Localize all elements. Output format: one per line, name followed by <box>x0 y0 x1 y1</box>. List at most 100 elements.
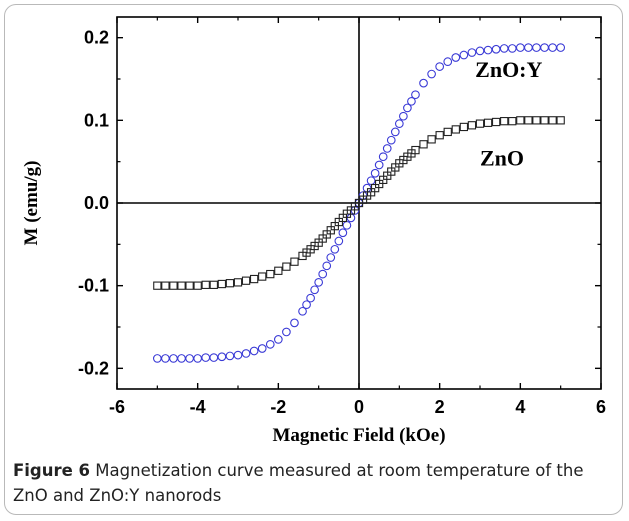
data-point <box>334 236 344 246</box>
x-tick-label: -6 <box>109 397 125 417</box>
data-point <box>338 228 348 238</box>
data-point <box>443 127 452 137</box>
data-point <box>475 119 485 128</box>
data-point <box>302 300 311 310</box>
figure-label: Figure 6 <box>13 461 91 480</box>
data-point <box>540 116 549 125</box>
data-point <box>185 354 194 363</box>
data-point <box>451 125 460 134</box>
data-point <box>318 269 328 279</box>
data-point <box>169 281 178 290</box>
data-point <box>322 261 332 271</box>
data-point <box>249 274 259 284</box>
data-point <box>209 280 218 289</box>
data-point <box>532 43 541 52</box>
data-point <box>500 117 509 126</box>
data-point <box>370 168 380 178</box>
data-point <box>152 354 162 363</box>
y-tick-label: -0.2 <box>78 358 109 378</box>
data-point <box>483 118 493 127</box>
data-point <box>306 293 315 303</box>
y-tick-label: 0.0 <box>84 193 109 213</box>
data-point <box>411 145 420 155</box>
x-tick-label: -4 <box>190 397 206 417</box>
data-point <box>314 278 324 287</box>
x-tick-label: 2 <box>435 397 445 417</box>
data-point <box>407 96 416 106</box>
x-tick-label: -2 <box>270 397 286 417</box>
data-point <box>185 281 194 290</box>
data-point <box>193 281 202 290</box>
data-point <box>499 44 509 53</box>
y-tick-label: 0.1 <box>84 110 109 130</box>
data-point <box>342 220 352 230</box>
data-point <box>217 352 227 362</box>
figure-frame: -6 -4 -2 0 2 4 6 -0.2 -0.1 0.0 0.1 0.2 Magnetic Fiel… <box>4 4 623 515</box>
data-point <box>435 62 445 71</box>
chart: -6 -4 -2 0 2 4 6 -0.2 -0.1 0.0 0.1 0.2 Magnetic Fiel… <box>21 16 606 446</box>
series-label-zno: ZnO <box>480 146 524 171</box>
data-point <box>241 276 251 285</box>
data-point <box>419 78 428 88</box>
data-point <box>265 340 275 349</box>
data-point <box>524 116 533 125</box>
data-point <box>411 90 420 100</box>
data-point <box>282 327 291 337</box>
data-point <box>290 318 299 328</box>
data-point <box>532 116 541 125</box>
data-point <box>491 117 501 127</box>
x-tick-label: 6 <box>596 397 606 417</box>
data-point <box>524 43 533 52</box>
data-point <box>169 354 178 363</box>
data-point <box>427 135 436 144</box>
figure-caption: Figure 6 Magnetization curve measured at… <box>13 458 613 508</box>
data-point <box>233 278 243 287</box>
data-point <box>209 353 219 362</box>
data-point <box>233 350 243 360</box>
data-point <box>540 43 549 52</box>
data-point <box>548 116 557 125</box>
data-point <box>225 279 235 288</box>
data-point <box>548 43 557 52</box>
data-point <box>399 111 408 121</box>
data-point <box>273 335 283 344</box>
data-point <box>177 354 186 363</box>
data-point <box>290 257 299 266</box>
data-point <box>326 253 336 262</box>
data-point <box>467 121 477 130</box>
data-point <box>516 116 525 125</box>
data-point <box>274 266 283 275</box>
data-point <box>467 48 477 57</box>
data-point <box>386 135 396 145</box>
data-point <box>382 144 392 153</box>
data-point <box>427 69 436 79</box>
data-point <box>378 152 388 162</box>
data-point <box>298 306 307 316</box>
data-point <box>390 127 400 137</box>
data-point <box>556 116 565 125</box>
data-point <box>451 53 461 62</box>
data-point <box>330 244 340 254</box>
data-point <box>483 45 493 55</box>
data-point <box>258 272 267 281</box>
data-point <box>153 281 162 290</box>
y-axis-title: M (emu/g) <box>21 161 42 246</box>
data-point <box>507 44 517 53</box>
data-point <box>508 117 517 126</box>
x-tick-label: 0 <box>354 397 364 417</box>
data-point <box>217 279 227 289</box>
data-point <box>177 281 186 290</box>
data-point <box>201 280 210 289</box>
data-point <box>310 285 319 295</box>
data-point <box>161 354 170 363</box>
data-point <box>282 262 291 271</box>
data-point <box>225 351 235 361</box>
data-point <box>475 46 485 56</box>
x-axis-title: Magnetic Field (kOe) <box>272 425 445 446</box>
x-tick-label: 4 <box>515 397 525 417</box>
data-point <box>491 44 501 54</box>
data-point <box>459 50 469 60</box>
data-point <box>257 344 267 353</box>
data-point <box>366 176 376 186</box>
data-point <box>374 160 384 170</box>
